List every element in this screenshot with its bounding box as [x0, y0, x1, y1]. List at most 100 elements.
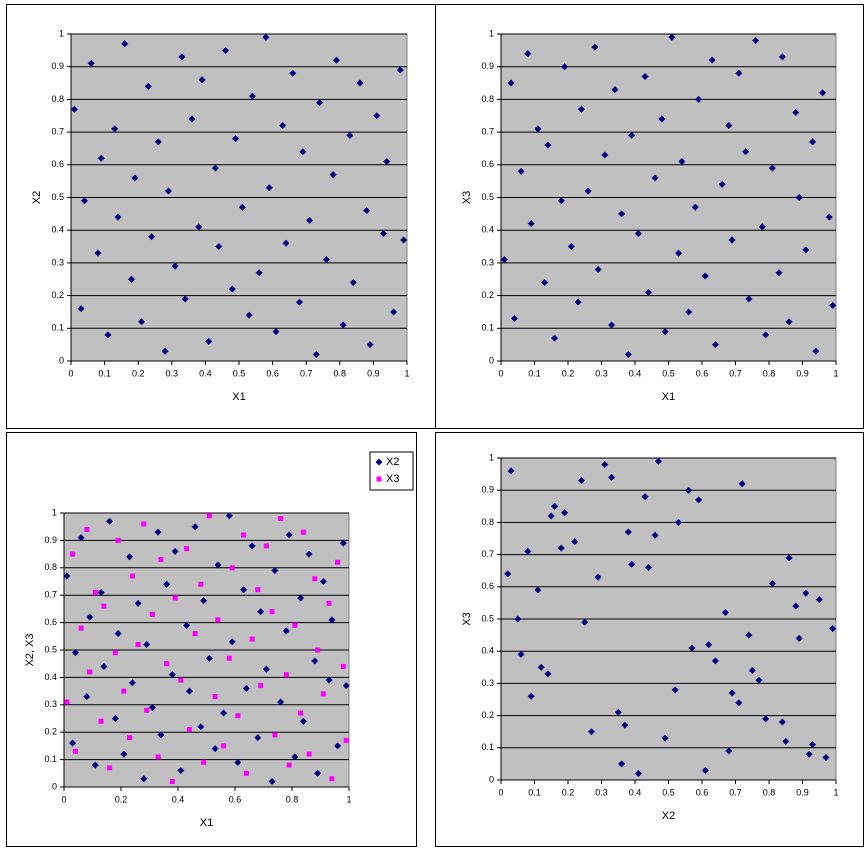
x-tick-label: 0.4 [199, 368, 212, 378]
y-tick-label: 0 [489, 355, 494, 365]
point [618, 210, 626, 218]
x-tick-label: 0.2 [562, 787, 575, 797]
point [326, 600, 332, 606]
point [809, 138, 817, 146]
point [721, 609, 729, 617]
x-axis-title: X2 [662, 810, 675, 822]
point [84, 526, 90, 532]
point [551, 334, 559, 342]
y-tick-label: 0.5 [481, 192, 494, 202]
point [339, 321, 347, 329]
point [651, 174, 659, 182]
point [671, 686, 679, 694]
point [245, 311, 253, 319]
point [349, 279, 357, 287]
point [551, 502, 559, 510]
point [547, 512, 555, 520]
point [815, 596, 823, 604]
x-tick-label: 1 [346, 794, 351, 804]
point [608, 473, 616, 481]
x-tick-label: 0.5 [662, 787, 675, 797]
point [238, 203, 246, 211]
point [661, 734, 669, 742]
point [325, 676, 333, 684]
point [300, 529, 306, 535]
point [255, 587, 261, 593]
point [121, 40, 129, 48]
x-tick-label: 0.2 [132, 368, 145, 378]
point [240, 586, 248, 594]
point [614, 708, 622, 716]
point [222, 46, 230, 54]
point [644, 288, 652, 296]
point [291, 753, 299, 761]
point [311, 657, 319, 665]
x-axis-title: X1 [662, 391, 675, 403]
point [778, 53, 786, 61]
point [195, 223, 203, 231]
legend-label: X2 [386, 456, 399, 468]
point [214, 561, 222, 569]
y-tick-label: 0.3 [51, 257, 64, 267]
point [198, 581, 204, 587]
point [184, 546, 190, 552]
y-tick-label: 0 [52, 781, 57, 791]
point [678, 158, 686, 166]
point [624, 528, 632, 536]
point [135, 642, 141, 648]
point [628, 560, 636, 568]
point [524, 547, 532, 555]
point [822, 753, 830, 761]
point [745, 295, 753, 303]
point [144, 707, 150, 713]
point [825, 213, 833, 221]
y-axis-title: X2, X3 [24, 633, 36, 666]
point [255, 269, 263, 277]
point [70, 551, 76, 557]
x-axis-title: X1 [232, 391, 245, 403]
point [149, 611, 155, 617]
point [322, 256, 330, 264]
point [285, 531, 293, 539]
point [340, 663, 346, 669]
point [507, 467, 515, 475]
y-tick-label: 1 [52, 507, 57, 517]
point [634, 770, 642, 778]
point [188, 115, 196, 123]
point [279, 122, 287, 130]
x-tick-label: 0.9 [796, 368, 809, 378]
point [373, 112, 381, 120]
y-axis-title: X3 [461, 191, 473, 204]
point [517, 650, 525, 658]
point [232, 135, 240, 143]
point [282, 239, 290, 247]
point [191, 523, 199, 531]
point [91, 761, 99, 769]
point [561, 63, 569, 71]
y-tick-label: 0.8 [481, 94, 494, 104]
point [120, 750, 128, 758]
point [228, 285, 236, 293]
point [295, 298, 303, 306]
point [611, 86, 619, 94]
point [269, 609, 275, 615]
point [504, 570, 512, 578]
point [154, 528, 162, 536]
point [205, 654, 213, 662]
point [641, 493, 649, 501]
point [114, 630, 122, 638]
point [795, 194, 803, 201]
legend-label: X3 [386, 473, 399, 485]
point [297, 594, 305, 602]
point [745, 631, 753, 639]
point [587, 728, 595, 736]
point [86, 613, 94, 621]
point [346, 131, 354, 139]
point [792, 602, 800, 610]
point [675, 518, 683, 526]
point [688, 644, 696, 652]
point [272, 328, 280, 336]
point [286, 762, 292, 768]
point [805, 750, 813, 758]
